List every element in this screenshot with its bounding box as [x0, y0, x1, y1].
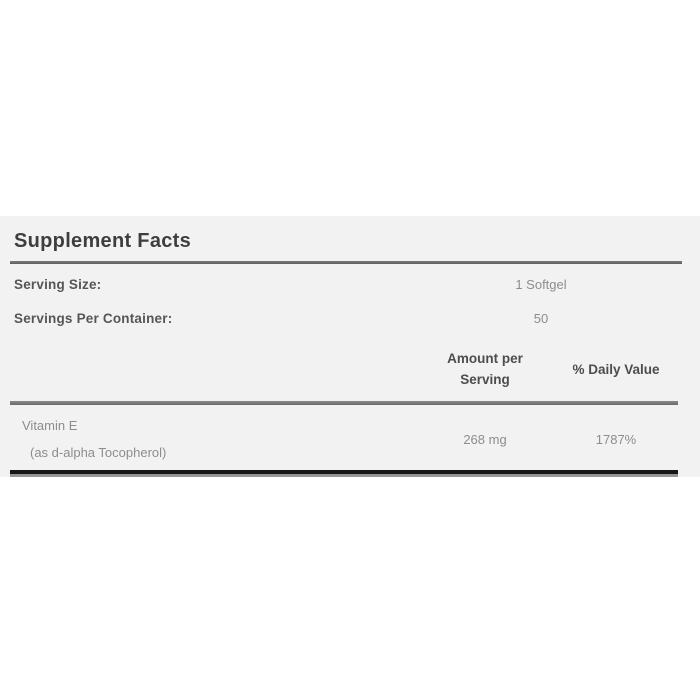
serving-size-row: Serving Size: 1 Softgel	[0, 276, 700, 294]
supplement-facts-panel: Supplement Facts Serving Size: 1 Softgel…	[0, 216, 700, 477]
percent-daily-value-header: % Daily Value	[572, 361, 660, 377]
nutrient-detail: (as d-alpha Tocopherol)	[30, 445, 167, 460]
servings-per-container-row: Servings Per Container: 50	[0, 310, 700, 328]
bottom-divider	[10, 470, 678, 477]
amount-per-serving-header: Amount per Serving	[447, 351, 523, 387]
servings-per-container-value: 50	[533, 311, 549, 326]
title-divider	[10, 261, 682, 264]
serving-size-label: Serving Size:	[14, 277, 102, 292]
table-row: Vitamin E (as d-alpha Tocopherol) 268 mg…	[0, 417, 700, 462]
column-header-row: Amount per Serving % Daily Value	[0, 348, 700, 390]
nutrient-name-block: Vitamin E (as d-alpha Tocopherol)	[14, 417, 410, 462]
serving-size-value: 1 Softgel	[515, 277, 567, 292]
panel-title: Supplement Facts	[14, 230, 192, 252]
servings-per-container-label: Servings Per Container:	[14, 311, 173, 326]
nutrient-name: Vitamin E	[22, 418, 78, 433]
header-divider	[10, 401, 678, 405]
nutrient-amount-value: 268 mg	[463, 432, 507, 447]
nutrient-daily-value: 1787%	[595, 432, 637, 447]
